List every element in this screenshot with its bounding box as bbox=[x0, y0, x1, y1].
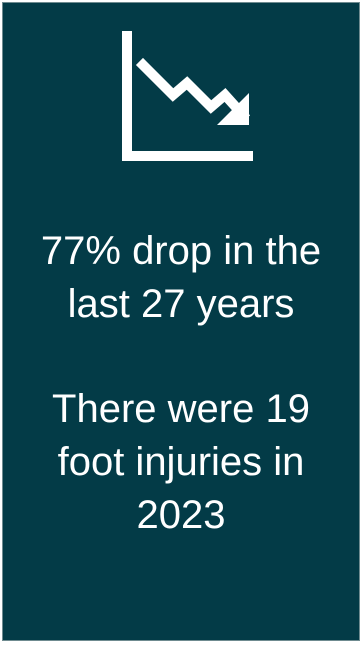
detail-text: There were 19 foot injuries in 2023 bbox=[3, 383, 359, 542]
stat-line-1: 77% drop in the bbox=[40, 229, 322, 273]
detail-line-3: 2023 bbox=[136, 493, 226, 537]
stat-line-2: last 27 years bbox=[67, 282, 295, 326]
detail-line-1: There were 19 bbox=[52, 387, 310, 431]
stat-text: 77% drop in the last 27 years bbox=[3, 225, 359, 331]
downward-trend-chart-icon bbox=[122, 31, 253, 161]
detail-line-2: foot injuries in bbox=[57, 440, 305, 484]
stat-card: 77% drop in the last 27 years There were… bbox=[2, 2, 360, 641]
